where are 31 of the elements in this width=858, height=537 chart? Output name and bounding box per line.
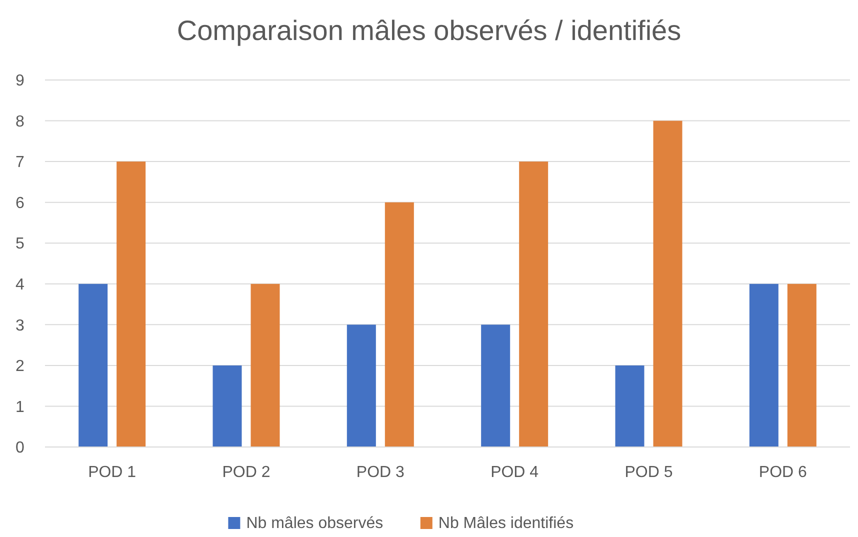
- y-tick-label: 1: [16, 398, 25, 416]
- legend-label: Nb mâles observés: [246, 515, 384, 532]
- y-tick-label: 3: [16, 317, 25, 334]
- bar: [615, 365, 644, 447]
- legend-label: Nb Mâles identifiés: [438, 515, 574, 532]
- bar: [384, 202, 414, 447]
- y-tick-label: 0: [16, 440, 25, 457]
- y-tick-label: 5: [16, 236, 25, 253]
- y-tick-label: 2: [16, 358, 25, 376]
- bar: [250, 284, 280, 447]
- x-tick-label: POD 6: [758, 464, 808, 481]
- x-tick-label: POD 2: [222, 464, 270, 481]
- y-tick-label: 4: [16, 276, 25, 294]
- bar: [481, 324, 510, 447]
- chart-title: Comparaison mâles observés / identifiés: [176, 15, 682, 46]
- x-tick-label: POD 3: [356, 464, 405, 481]
- x-tick-label: POD 4: [490, 464, 539, 481]
- y-tick-label: 6: [16, 194, 25, 212]
- bar: [346, 324, 376, 447]
- x-tick-label: POD 1: [88, 464, 136, 481]
- y-tick-label: 8: [16, 113, 25, 130]
- bar: [653, 120, 682, 447]
- bar: [749, 284, 778, 447]
- bar: [787, 284, 816, 447]
- bar: [116, 162, 146, 447]
- bar: [519, 162, 548, 447]
- y-tick-label: 7: [16, 154, 25, 172]
- x-tick-label: POD 5: [624, 464, 673, 481]
- bar: [78, 284, 108, 447]
- bar: [212, 365, 242, 447]
- y-tick-label: 9: [16, 72, 25, 90]
